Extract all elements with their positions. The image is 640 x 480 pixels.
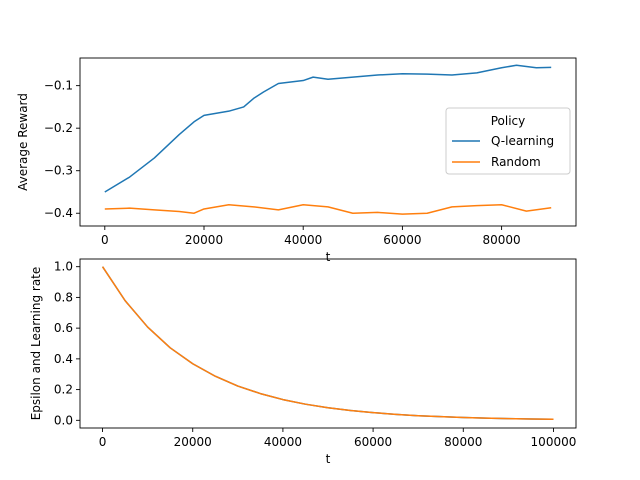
x-tick-label: 40000 [264, 435, 302, 449]
legend-title: Policy [491, 114, 526, 128]
x-tick-label: 60000 [383, 233, 421, 247]
q-learning-line [104, 64, 552, 193]
y-tick-label: 0.4 [54, 352, 73, 366]
plot-frame [79, 57, 577, 227]
y-tick-label: −0.4 [44, 206, 73, 220]
y-tick-label: 0.6 [54, 321, 73, 335]
x-tick-label: 0 [99, 435, 107, 449]
y-tick-label: 0.2 [54, 383, 73, 397]
plot-frame [79, 258, 577, 429]
reward-subplot: 0 20000 40000 60000 80000 −0.1 −0.2 −0.3 −0.4 t Av… [16, 57, 577, 264]
x-tick-label: 40000 [284, 233, 322, 247]
y-tick-label: −0.3 [44, 164, 73, 178]
epsilon-subplot: 0 20000 40000 60000 80000 100000 0.0 0.2 0.4 0.6 0… [29, 258, 577, 466]
random-line [104, 203, 552, 215]
y-tick-label: −0.1 [44, 79, 73, 93]
legend: Policy Q-learning Random [445, 107, 571, 175]
x-tick-label: 80000 [444, 435, 482, 449]
y-axis-label: Epsilon and Learning rate [29, 267, 43, 421]
x-tick-label: 100000 [531, 435, 577, 449]
x-tick-label: 0 [101, 233, 109, 247]
x-axis-label: t [326, 452, 331, 466]
y-tick-label: 1.0 [54, 260, 73, 274]
x-tick-label: 20000 [174, 435, 212, 449]
y-tick-label: 0.0 [54, 413, 73, 427]
y-axis-label: Average Reward [16, 93, 30, 191]
series-1-line [101, 266, 554, 420]
y-tick-label: −0.2 [44, 121, 73, 135]
legend-box [445, 107, 571, 175]
y-tick-label: 0.8 [54, 290, 73, 304]
x-tick-label: 80000 [483, 233, 521, 247]
series-0-line [101, 266, 554, 420]
x-tick-label: 60000 [354, 435, 392, 449]
legend-entry: Random [491, 155, 541, 169]
legend-entry: Q-learning [491, 134, 554, 148]
x-axis-label: t [326, 250, 331, 264]
x-tick-label: 20000 [185, 233, 223, 247]
